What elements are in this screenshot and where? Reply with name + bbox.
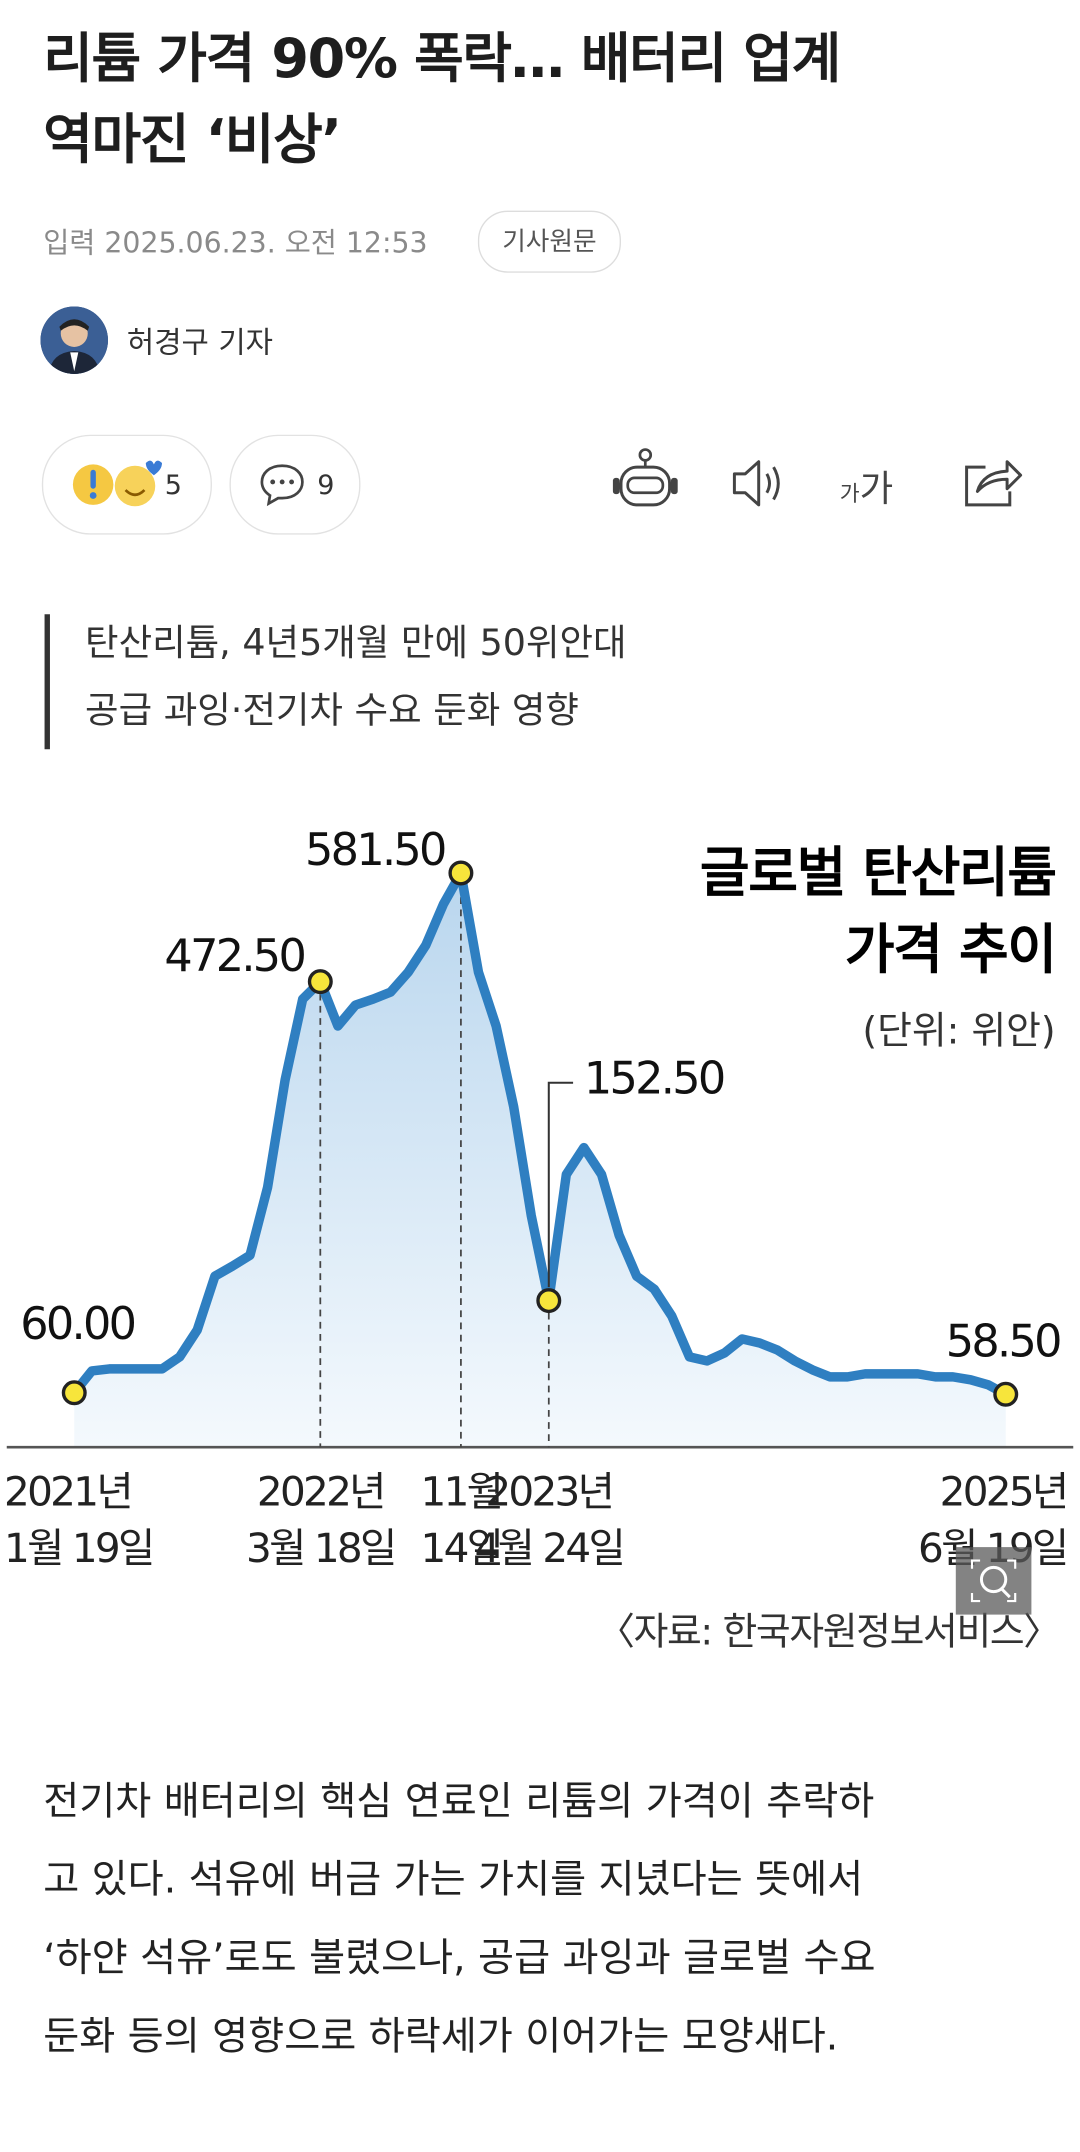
reaction-button[interactable]: 5 — [41, 434, 212, 535]
key-point — [536, 1288, 562, 1314]
chart-unit: (단위: 위안) — [862, 1009, 1055, 1053]
author-name[interactable]: 허경구 기자 — [126, 326, 273, 361]
comment-count: 9 — [317, 468, 335, 501]
author-avatar — [40, 306, 108, 374]
share-icon[interactable] — [959, 451, 1027, 513]
value-label: 58.50 — [946, 1315, 1060, 1367]
price-line — [69, 868, 1011, 1400]
x-tick-label: 11월 14일 — [421, 1467, 502, 1572]
tts-icon[interactable] — [726, 454, 794, 513]
body-line: 둔화 등의 영향으로 하락세가 이어가는 모양새다. — [43, 2012, 839, 2059]
chart-source: 〈자료: 한국자원정보서비스〉 — [597, 1609, 1060, 1653]
subheading-block: 탄산리튬, 4년5개월 만에 50위안대 공급 과잉·전기차 수요 둔화 영향 — [44, 614, 627, 750]
value-label: 472.50 — [164, 930, 304, 982]
headline: 리튬 가격 90% 폭락… 배터리 업계 역마진 ‘비상’ — [43, 19, 841, 181]
headline-line: 역마진 ‘비상’ — [43, 109, 342, 172]
price-area — [74, 873, 1006, 1448]
subheading: 공급 과잉·전기차 수요 둔화 영향 — [85, 689, 579, 732]
comment-button[interactable]: 9 — [229, 434, 361, 535]
key-point — [993, 1381, 1019, 1407]
x-tick-label: 2021년 1월 19일 — [4, 1467, 153, 1572]
article-body: 전기차 배터리의 핵심 연료인 리튬의 가격이 추락하 고 있다. 석유에 버금… — [43, 1762, 875, 2075]
body-line: 전기차 배터리의 핵심 연료인 리튬의 가격이 추락하 — [43, 1777, 875, 1824]
font-size-small: 가 — [839, 480, 860, 507]
original-article-button[interactable]: 기사원문 — [477, 210, 621, 273]
subheading: 탄산리튬, 4년5개월 만에 50위안대 — [85, 622, 627, 665]
leader-line — [547, 1081, 574, 1288]
value-label: 581.50 — [305, 824, 445, 876]
avatar-art — [40, 306, 108, 374]
key-point — [307, 969, 333, 995]
publish-date: 입력 2025.06.23. 오전 12:53 — [43, 226, 428, 260]
value-label: 60.00 — [20, 1298, 134, 1350]
like-count: 5 — [164, 468, 182, 501]
chart: 글로벌 탄산리튬 가격 추이 (단위: 위안) 〈자료: 한국자원정보서비스〉 … — [4, 824, 1074, 1653]
value-label: 152.50 — [584, 1053, 724, 1105]
key-point — [448, 860, 474, 886]
zoom-button[interactable] — [955, 1547, 1032, 1615]
x-tick-label: 2023년 4월 24일 — [475, 1467, 624, 1572]
chart-title: 가격 추이 — [845, 918, 1056, 981]
reaction-icons — [72, 460, 162, 507]
zoom-icon — [970, 1559, 1017, 1603]
summary-bot-icon[interactable] — [608, 446, 689, 519]
body-line: ‘하얀 석유’로도 불렸으나, 공급 과잉과 글로벌 수요 — [43, 1934, 876, 1981]
font-size-large: 가 — [859, 468, 894, 511]
font-size-button[interactable]: 가가 — [840, 459, 893, 512]
body-line: 고 있다. 석유에 버금 가는 가치를 지녔다는 뜻에서 — [43, 1856, 864, 1903]
comment-icon — [260, 464, 304, 507]
chart-title: 글로벌 탄산리튬 — [700, 841, 1056, 904]
x-tick-label: 2022년 3월 18일 — [246, 1467, 395, 1572]
key-point — [61, 1380, 87, 1406]
headline-line: 리튬 가격 90% 폭락… 배터리 업계 — [43, 28, 841, 91]
